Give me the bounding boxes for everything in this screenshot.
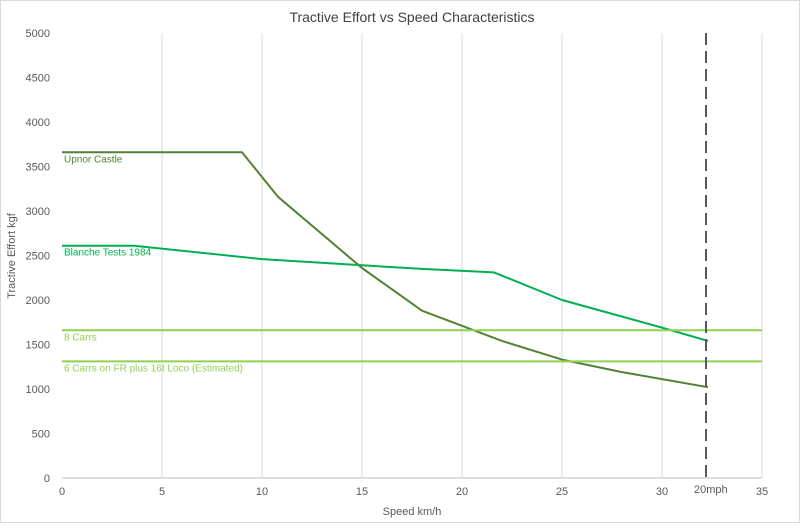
x-tick-label: 35 <box>756 486 768 498</box>
y-axis-title: Tractive Effort kgf <box>6 212 18 299</box>
x-tick-label: 15 <box>356 486 368 498</box>
y-tick-label: 0 <box>44 473 50 485</box>
y-tick-label: 5000 <box>26 28 50 40</box>
series-label: 6 Carrs on FR plus 16t Loco (Estimated) <box>64 363 243 374</box>
series-label: 8 Carrs <box>64 332 97 343</box>
series-layer: Upnor Castle Blanche Tests 1984 8 Carrs 6 C… <box>62 151 762 389</box>
y-tick-label: 500 <box>32 429 50 441</box>
y-tick-label: 4000 <box>26 117 50 129</box>
y-tick-label: 3000 <box>26 206 50 218</box>
y-tick-label: 2000 <box>26 295 50 307</box>
grid <box>62 33 763 479</box>
y-tick-label: 2500 <box>26 251 50 263</box>
x-tick-label: 5 <box>159 486 165 498</box>
y-tick-label: 4500 <box>26 73 50 85</box>
x-tick-label: 30 <box>656 486 668 498</box>
annotation-layer: 20mph <box>694 33 728 496</box>
series-line <box>62 151 709 389</box>
x-axis-title: Speed km/h <box>383 506 442 518</box>
y-tick-label: 1500 <box>26 340 50 352</box>
x-tick-label: 10 <box>256 486 268 498</box>
reference-line-label: 20mph <box>694 484 728 496</box>
x-tick-label: 20 <box>456 486 468 498</box>
series-label: Upnor Castle <box>64 154 123 165</box>
series-line <box>62 244 709 342</box>
chart-title: Tractive Effort vs Speed Characteristics <box>289 9 534 25</box>
y-tick-label: 3500 <box>26 162 50 174</box>
x-tick-label: 25 <box>556 486 568 498</box>
series-label: Blanche Tests 1984 <box>64 248 152 259</box>
x-tick-label: 0 <box>59 486 65 498</box>
y-tick-label: 1000 <box>26 384 50 396</box>
tick-labels: 0 5 10 15 20 25 30 35 0 500 1000 1500 2000 2500 3000 35… <box>26 28 769 498</box>
